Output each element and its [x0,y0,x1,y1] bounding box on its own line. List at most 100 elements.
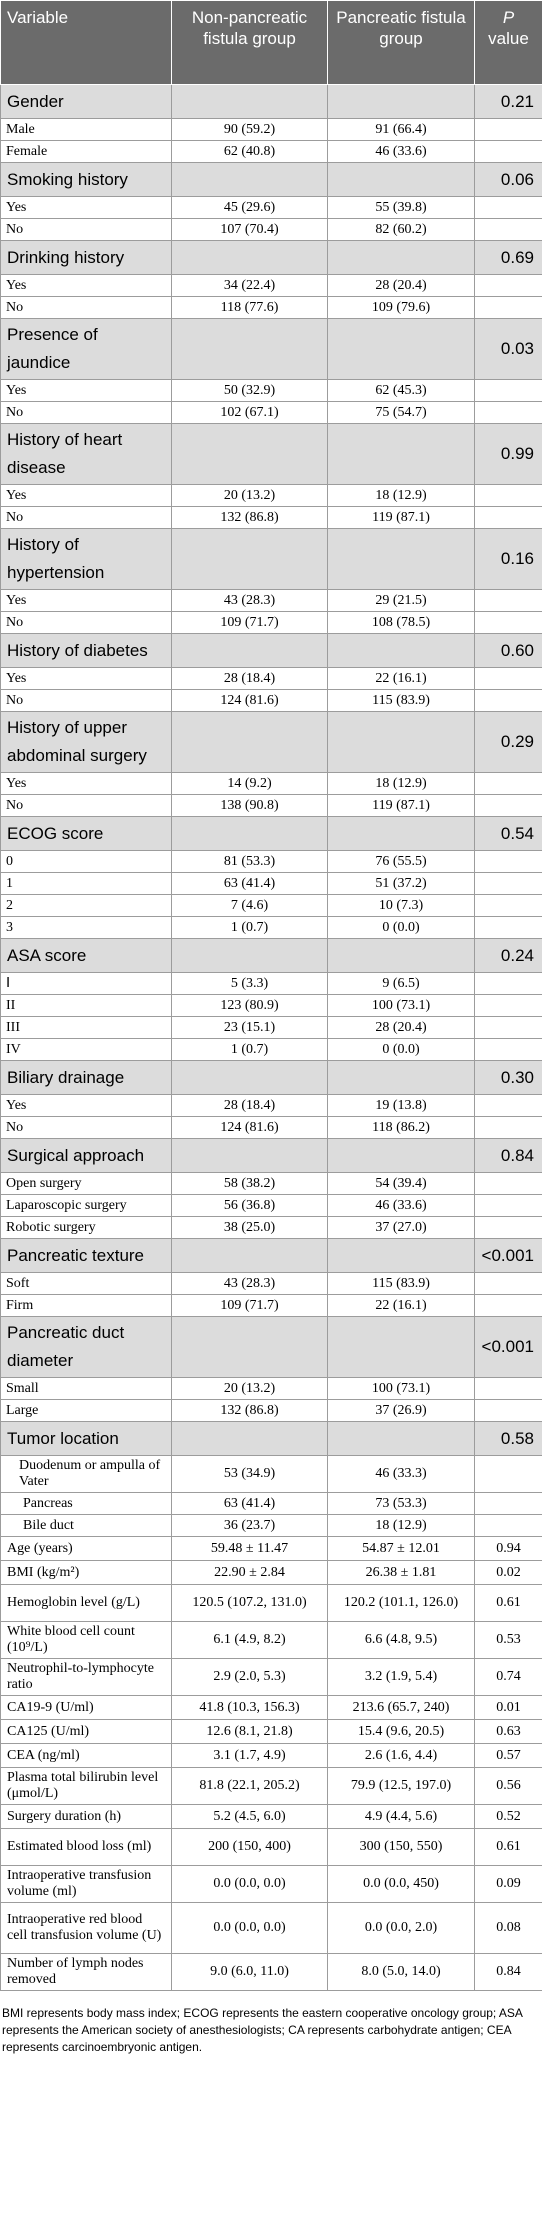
continuous-row: Estimated blood loss (ml) 200 (150, 400) 3… [0,1828,542,1866]
fistula-value: 46 (33.6) [327,140,475,163]
subgroup-empty-p [474,667,542,690]
subgroup-label: 1 [0,872,172,895]
non-fistula-value: 81 (53.3) [171,850,328,873]
category-row: Drinking history 0.69 [0,240,542,275]
subgroup-empty-p [474,1216,542,1239]
subgroup-row: Open surgery 58 (38.2) 54 (39.4) [0,1172,542,1195]
fistula-value: 19 (13.8) [327,1094,475,1117]
subgroup-row: Male 90 (59.2) 91 (66.4) [0,118,542,141]
continuous-label: Plasma total bilirubin level (μmol/L) [0,1767,172,1805]
subgroup-empty-p [474,1514,542,1537]
subgroup-row: No 124 (81.6) 115 (83.9) [0,689,542,712]
category-empty-cell [171,318,328,380]
header-variable: Variable [0,0,172,85]
category-label: Tumor location [0,1421,172,1456]
subgroup-label: Yes [0,667,172,690]
row-p-value: 0.01 [474,1695,542,1720]
subgroup-label: Male [0,118,172,141]
subgroup-empty-p [474,274,542,297]
non-fistula-value: 45 (29.6) [171,196,328,219]
category-empty-cell [327,1421,475,1456]
subgroup-empty-p [474,689,542,712]
non-fistula-value: 1 (0.7) [171,1038,328,1061]
category-p-value: 0.58 [474,1421,542,1456]
category-p-value: 0.24 [474,938,542,973]
subgroup-label: Large [0,1399,172,1422]
category-p-value: 0.60 [474,633,542,668]
continuous-label: Neutrophil-to-lymphocyte ratio [0,1658,172,1696]
category-empty-cell [327,318,475,380]
category-label: Presence of jaundice [0,318,172,380]
subgroup-label: Small [0,1377,172,1400]
row-p-value: 0.74 [474,1658,542,1696]
category-empty-cell [171,423,328,485]
row-p-value: 0.53 [474,1621,542,1659]
fistula-value: 28 (20.4) [327,274,475,297]
category-empty-cell [327,1138,475,1173]
subgroup-label: No [0,689,172,712]
subgroup-empty-p [474,772,542,795]
category-label: ECOG score [0,816,172,851]
category-label: Surgical approach [0,1138,172,1173]
continuous-row: White blood cell count (10⁹/L) 6.1 (4.9, … [0,1621,542,1659]
non-fistula-value: 62 (40.8) [171,140,328,163]
non-fistula-value: 0.0 (0.0, 0.0) [171,1902,328,1954]
fistula-value: 118 (86.2) [327,1116,475,1139]
subgroup-label: Laparoscopic surgery [0,1194,172,1217]
non-fistula-value: 132 (86.8) [171,506,328,529]
subgroup-empty-p [474,379,542,402]
subgroup-row: No 102 (67.1) 75 (54.7) [0,401,542,424]
subgroup-empty-p [474,484,542,507]
subgroup-row: III 23 (15.1) 28 (20.4) [0,1016,542,1039]
subgroup-empty-p [474,1455,542,1493]
category-label: Pancreatic texture [0,1238,172,1273]
non-fistula-value: 124 (81.6) [171,689,328,712]
non-fistula-value: 22.90 ± 2.84 [171,1560,328,1585]
row-p-value: 0.94 [474,1536,542,1561]
header-fistula-group: Pancreatic fistula group [327,0,475,85]
subgroup-label: Yes [0,274,172,297]
category-label: Biliary drainage [0,1060,172,1095]
non-fistula-value: 90 (59.2) [171,118,328,141]
subgroup-label: No [0,611,172,634]
category-row: Pancreatic texture <0.001 [0,1238,542,1273]
category-label: History of heart disease [0,423,172,485]
fistula-value: 29 (21.5) [327,589,475,612]
non-fistula-value: 28 (18.4) [171,667,328,690]
category-empty-cell [327,633,475,668]
fistula-value: 75 (54.7) [327,401,475,424]
category-row: Pancreatic duct diameter <0.001 [0,1316,542,1378]
category-row: Gender 0.21 [0,84,542,119]
category-empty-cell [327,1060,475,1095]
subgroup-label: Robotic surgery [0,1216,172,1239]
category-empty-cell [171,1316,328,1378]
subgroup-empty-p [474,401,542,424]
header-p-value-word: value [488,29,529,48]
category-empty-cell [327,711,475,773]
fistula-value: 37 (26.9) [327,1399,475,1422]
subgroup-row: Yes 45 (29.6) 55 (39.8) [0,196,542,219]
subgroup-empty-p [474,196,542,219]
non-fistula-value: 59.48 ± 11.47 [171,1536,328,1561]
non-fistula-value: 3.1 (1.7, 4.9) [171,1743,328,1768]
fistula-value: 37 (27.0) [327,1216,475,1239]
non-fistula-value: 28 (18.4) [171,1094,328,1117]
category-p-value: 0.54 [474,816,542,851]
category-label: ASA score [0,938,172,973]
subgroup-row: No 132 (86.8) 119 (87.1) [0,506,542,529]
fistula-value: 22 (16.1) [327,1294,475,1317]
subgroup-empty-p [474,794,542,817]
non-fistula-value: 1 (0.7) [171,916,328,939]
table-footnote: BMI represents body mass index; ECOG rep… [2,2006,523,2054]
category-empty-cell [171,84,328,119]
table-header-row: Variable Non-pancreatic fistula group Pa… [0,0,542,85]
subgroup-empty-p [474,1377,542,1400]
subgroup-row: No 118 (77.6) 109 (79.6) [0,296,542,319]
category-empty-cell [171,938,328,973]
subgroup-label: No [0,794,172,817]
category-empty-cell [171,1060,328,1095]
subgroup-label: 3 [0,916,172,939]
subgroup-label: IV [0,1038,172,1061]
category-empty-cell [171,816,328,851]
